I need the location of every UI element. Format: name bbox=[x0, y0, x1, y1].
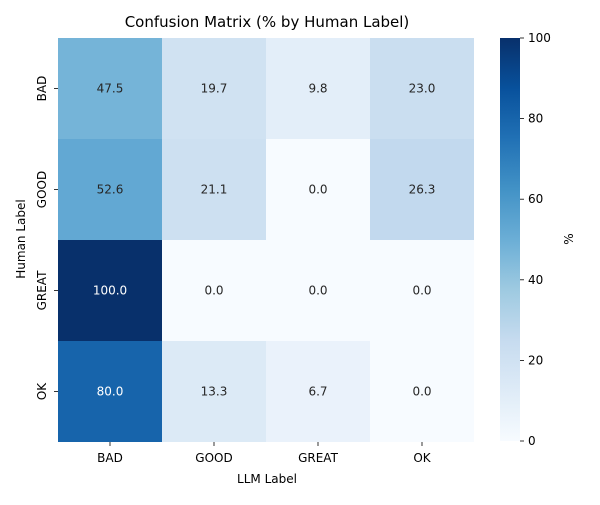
y-tick-label: GREAT bbox=[35, 270, 49, 310]
heatmap-cell-labels: 47.5 19.7 9.8 23.0 52.6 21.1 0.0 26.3 100.0 0.0 0.… bbox=[93, 82, 436, 399]
heatmap-cell-r3-c0 bbox=[58, 341, 162, 442]
cell-value-r1-c1: 21.1 bbox=[201, 183, 228, 197]
cell-value-r3-c1: 13.3 bbox=[201, 385, 228, 399]
y-axis-ticks: BAD GOOD GREAT OK bbox=[35, 76, 58, 400]
cell-value-r1-c2: 0.0 bbox=[308, 183, 327, 197]
heatmap-cell-r2-c0 bbox=[58, 240, 162, 341]
colorbar bbox=[500, 38, 520, 441]
heatmap-cell-r3-c3 bbox=[370, 341, 474, 442]
heatmap-cell-r1-c1 bbox=[162, 139, 266, 240]
x-tick-label: GREAT bbox=[298, 451, 338, 465]
heatmap-cell-r0-c0 bbox=[58, 38, 162, 139]
colorbar-tick-label: 0 bbox=[528, 434, 536, 448]
cell-value-r0-c2: 9.8 bbox=[308, 82, 327, 96]
y-tick-label: GOOD bbox=[35, 171, 49, 208]
x-tick-label: OK bbox=[413, 451, 431, 465]
cell-value-r3-c3: 0.0 bbox=[412, 385, 431, 399]
cell-value-r0-c1: 19.7 bbox=[201, 82, 228, 96]
colorbar-ticks: 0 20 40 60 80 100 bbox=[520, 31, 551, 448]
cell-value-r1-c3: 26.3 bbox=[409, 183, 436, 197]
x-axis-ticks: BAD GOOD GREAT OK bbox=[97, 442, 432, 465]
colorbar-tick-label: 20 bbox=[528, 353, 543, 367]
colorbar-tick-label: 60 bbox=[528, 192, 543, 206]
cell-value-r3-c0: 80.0 bbox=[97, 385, 124, 399]
heatmap-cell-r2-c1 bbox=[162, 240, 266, 341]
heatmap-cell-r0-c2 bbox=[266, 38, 370, 139]
heatmap-cell-r1-c3 bbox=[370, 139, 474, 240]
x-tick-label: GOOD bbox=[195, 451, 232, 465]
heatmap-cell-r2-c2 bbox=[266, 240, 370, 341]
y-tick-label: BAD bbox=[35, 76, 49, 102]
colorbar-tick-label: 80 bbox=[528, 112, 543, 126]
chart-title: Confusion Matrix (% by Human Label) bbox=[125, 13, 410, 31]
colorbar-label: % bbox=[562, 233, 576, 244]
cell-value-r3-c2: 6.7 bbox=[308, 385, 327, 399]
cell-value-r2-c1: 0.0 bbox=[204, 284, 223, 298]
x-axis-label: LLM Label bbox=[237, 472, 297, 486]
heatmap-cell-r1-c2 bbox=[266, 139, 370, 240]
cell-value-r2-c2: 0.0 bbox=[308, 284, 327, 298]
heatmap-cell-r3-c2 bbox=[266, 341, 370, 442]
colorbar-tick-label: 40 bbox=[528, 273, 543, 287]
heatmap-cell-r2-c3 bbox=[370, 240, 474, 341]
x-tick-label: BAD bbox=[97, 451, 123, 465]
heatmap-cell-r3-c1 bbox=[162, 341, 266, 442]
colorbar-tick-label: 100 bbox=[528, 31, 551, 45]
cell-value-r0-c3: 23.0 bbox=[409, 82, 436, 96]
cell-value-r2-c3: 0.0 bbox=[412, 284, 431, 298]
heatmap-cells bbox=[58, 38, 474, 442]
cell-value-r0-c0: 47.5 bbox=[97, 82, 124, 96]
heatmap-cell-r0-c1 bbox=[162, 38, 266, 139]
y-axis-label: Human Label bbox=[14, 199, 28, 278]
cell-value-r1-c0: 52.6 bbox=[97, 183, 124, 197]
y-tick-label: OK bbox=[35, 382, 49, 400]
heatmap-cell-r1-c0 bbox=[58, 139, 162, 240]
cell-value-r2-c0: 100.0 bbox=[93, 284, 127, 298]
heatmap-cell-r0-c3 bbox=[370, 38, 474, 139]
